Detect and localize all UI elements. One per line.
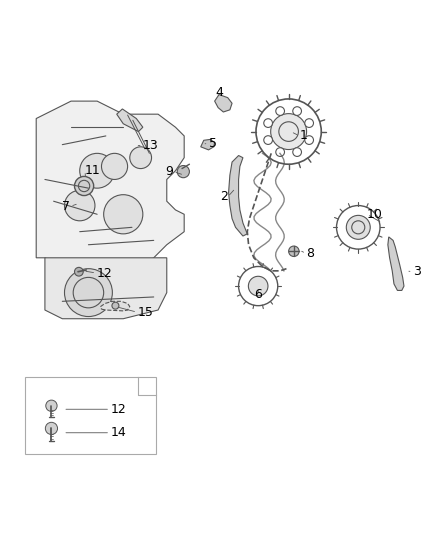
Circle shape xyxy=(271,114,307,150)
Circle shape xyxy=(293,148,301,157)
Polygon shape xyxy=(36,101,184,271)
Circle shape xyxy=(264,119,272,127)
Text: 12: 12 xyxy=(110,403,126,416)
Circle shape xyxy=(46,422,57,434)
FancyBboxPatch shape xyxy=(25,377,156,454)
Text: 4: 4 xyxy=(215,86,223,99)
Text: 5: 5 xyxy=(208,137,216,150)
Circle shape xyxy=(276,107,285,116)
Polygon shape xyxy=(215,94,232,112)
Text: 3: 3 xyxy=(413,265,420,278)
Circle shape xyxy=(276,148,285,157)
Circle shape xyxy=(112,302,119,309)
Circle shape xyxy=(177,166,189,177)
Text: 7: 7 xyxy=(62,200,70,213)
Polygon shape xyxy=(45,258,167,319)
Circle shape xyxy=(74,176,94,196)
Polygon shape xyxy=(388,237,404,290)
Polygon shape xyxy=(229,156,247,236)
Circle shape xyxy=(305,119,314,127)
Circle shape xyxy=(248,276,268,296)
Circle shape xyxy=(305,136,314,144)
Text: 12: 12 xyxy=(96,266,112,279)
Circle shape xyxy=(64,190,95,221)
Text: 6: 6 xyxy=(254,288,262,301)
Text: 15: 15 xyxy=(137,306,153,319)
Text: 1: 1 xyxy=(300,130,307,142)
Text: 2: 2 xyxy=(220,190,228,204)
Text: 10: 10 xyxy=(367,208,383,221)
Text: 9: 9 xyxy=(166,165,173,178)
Circle shape xyxy=(102,154,127,180)
Circle shape xyxy=(104,195,143,234)
Circle shape xyxy=(289,246,299,256)
Polygon shape xyxy=(201,140,215,150)
Circle shape xyxy=(293,107,301,116)
Text: 11: 11 xyxy=(85,164,101,177)
Polygon shape xyxy=(117,109,143,132)
Text: 13: 13 xyxy=(143,139,159,152)
Circle shape xyxy=(130,147,152,168)
Text: 14: 14 xyxy=(110,426,126,439)
Circle shape xyxy=(264,136,272,144)
Circle shape xyxy=(64,269,113,317)
Polygon shape xyxy=(101,301,130,311)
Circle shape xyxy=(74,268,83,276)
Circle shape xyxy=(80,154,115,188)
Circle shape xyxy=(346,215,370,239)
Text: 8: 8 xyxy=(306,247,314,260)
Circle shape xyxy=(46,400,57,411)
